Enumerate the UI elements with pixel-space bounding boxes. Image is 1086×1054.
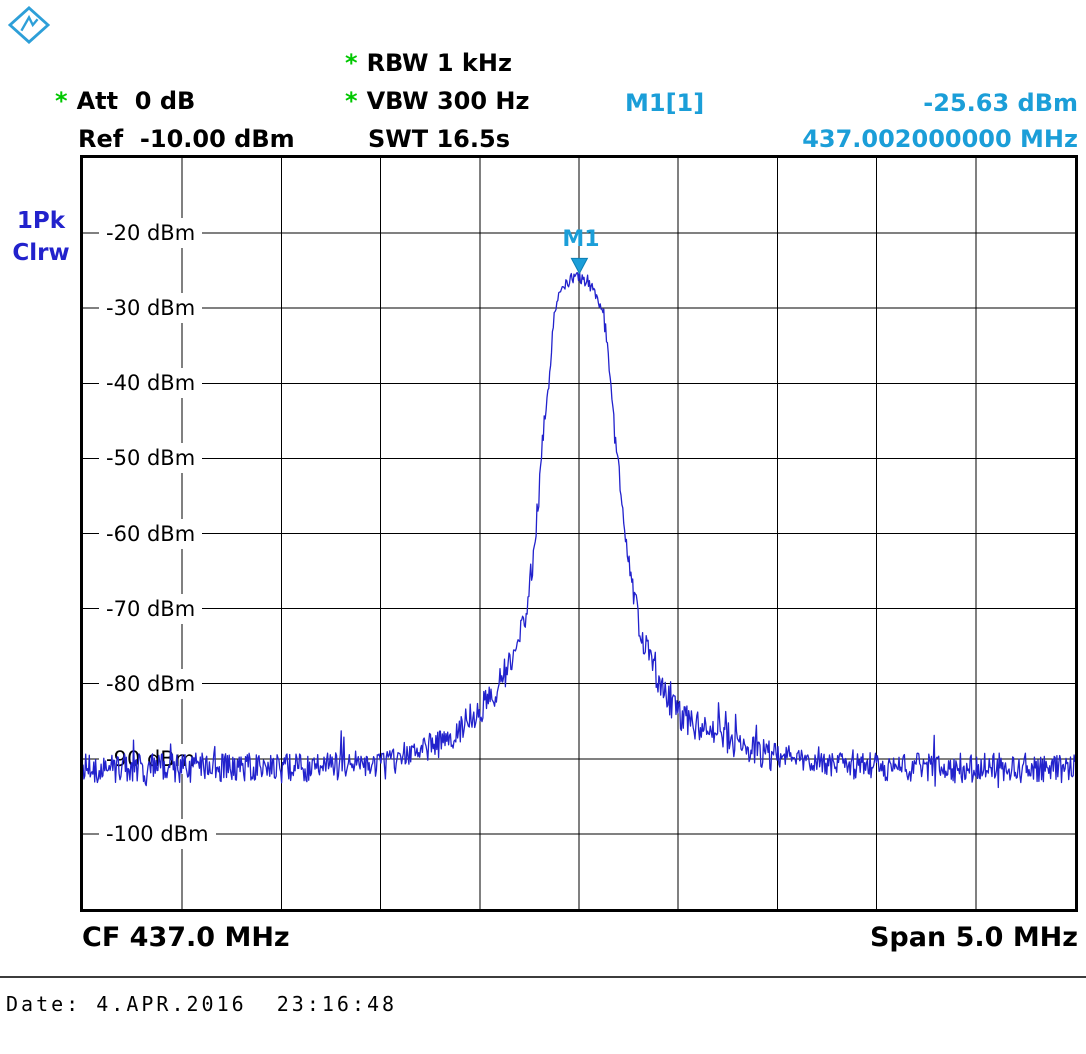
center-frequency-label: CF 437.0 MHz xyxy=(82,922,290,953)
date-time-stamp: Date: 4.APR.2016 23:16:48 xyxy=(6,992,398,1016)
trace-detector-label: 1Pk xyxy=(16,208,66,234)
span-label: Span 5.0 MHz xyxy=(869,922,1078,953)
marker-m1-triangle xyxy=(570,257,589,275)
marker-frequency-readout: 437.002000000 MHz xyxy=(802,125,1078,153)
grid-lines xyxy=(83,158,1075,909)
y-axis-label: -20 dBm xyxy=(99,218,203,249)
att-readout: * Att 0 dB xyxy=(55,87,195,115)
ref-level-readout: Ref -10.00 dBm xyxy=(78,125,295,153)
y-axis-label: -60 dBm xyxy=(99,518,203,549)
rbw-text: RBW 1 kHz xyxy=(366,49,512,77)
trace-svg xyxy=(83,257,1075,789)
marker-m1-label: M1 xyxy=(562,227,600,253)
footer-separator xyxy=(0,976,1086,978)
vbw-readout: * VBW 300 Hz xyxy=(345,87,529,115)
rbw-coupled-star: * xyxy=(345,49,358,77)
y-axis-label: -100 dBm xyxy=(99,818,216,849)
rbw-readout: * RBW 1 kHz xyxy=(345,49,512,77)
y-axis-label: -70 dBm xyxy=(99,593,203,624)
trace-mode-label: Clrw xyxy=(12,240,70,266)
rohde-schwarz-logo xyxy=(8,6,50,44)
y-axis-label: -80 dBm xyxy=(99,668,203,699)
vbw-coupled-star: * xyxy=(345,87,358,115)
y-axis-label: -40 dBm xyxy=(99,368,203,399)
y-axis-label: -30 dBm xyxy=(99,293,203,324)
att-coupled-star: * xyxy=(55,87,68,115)
sweep-time-readout: SWT 16.5s xyxy=(368,125,510,153)
att-text: Att 0 dB xyxy=(76,87,196,115)
marker-level-readout: -25.63 dBm xyxy=(923,89,1078,117)
marker-name-readout: M1[1] xyxy=(625,89,705,117)
plot-area: -20 dBm -30 dBm -40 dBm -50 dBm -60 dBm -70 d… xyxy=(80,155,1078,912)
y-axis-label: -50 dBm xyxy=(99,443,203,474)
vbw-text: VBW 300 Hz xyxy=(366,87,530,115)
